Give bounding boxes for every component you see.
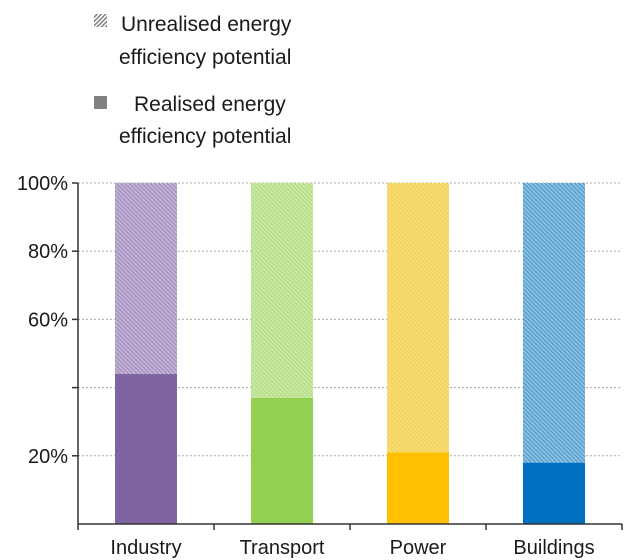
bar-industry-unrealised xyxy=(115,183,177,374)
y-axis-ticks: 20% 60% 80% 100% xyxy=(17,173,78,468)
legend-label-realised-line-1: Realised energy xyxy=(134,93,286,116)
legend-label-unrealised-line-1: Unrealised energy xyxy=(121,13,292,36)
legend-label-realised-line-2: efficiency potential xyxy=(119,125,291,148)
bar-industry-realised xyxy=(115,373,177,524)
bar-power-unrealised xyxy=(387,183,449,453)
y-tick-label: 80% xyxy=(28,241,68,263)
bar-transport-unrealised xyxy=(251,183,313,398)
bar-buildings-unrealised xyxy=(523,183,585,463)
hatched-icon xyxy=(94,14,107,27)
x-tick-label-transport: Transport xyxy=(240,537,325,559)
legend: Unrealised energy efficiency potential R… xyxy=(94,13,292,148)
x-tick-label-power: Power xyxy=(390,537,447,559)
y-tick-label: 20% xyxy=(28,446,68,468)
legend-label-unrealised-line-2: efficiency potential xyxy=(119,46,291,69)
legend-item-realised: Realised energy efficiency potential xyxy=(94,93,291,148)
bars xyxy=(115,183,585,524)
y-tick-label: 100% xyxy=(17,173,68,195)
bar-transport-realised xyxy=(251,397,313,524)
axes xyxy=(77,183,623,530)
bar-power-realised xyxy=(387,452,449,524)
y-tick-label: 60% xyxy=(28,309,68,331)
x-axis-labels: Industry Transport Power Buildings xyxy=(110,537,594,559)
x-tick-label-buildings: Buildings xyxy=(513,537,594,559)
legend-item-unrealised: Unrealised energy efficiency potential xyxy=(94,13,292,69)
x-tick-label-industry: Industry xyxy=(110,537,181,559)
bar-buildings-realised xyxy=(523,462,585,524)
solid-square-icon xyxy=(94,96,107,109)
